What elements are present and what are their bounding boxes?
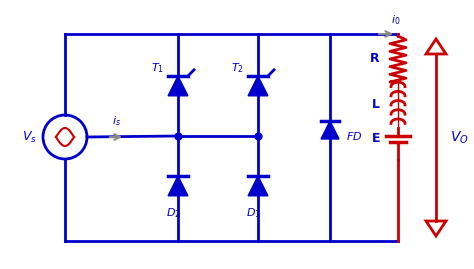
Text: $V_O$: $V_O$ [450,129,469,146]
Polygon shape [248,76,268,96]
Polygon shape [168,176,188,196]
Text: $i_0$: $i_0$ [391,13,401,27]
Text: $T_2$: $T_2$ [231,61,244,75]
Text: E: E [372,133,380,146]
Text: $FD$: $FD$ [346,130,363,142]
Text: L: L [372,98,380,111]
Text: $V_s$: $V_s$ [21,129,36,144]
Text: $T_1$: $T_1$ [151,61,164,75]
Text: $i_s$: $i_s$ [111,114,120,128]
Text: $D_1$: $D_1$ [246,206,260,220]
Polygon shape [168,76,188,96]
Polygon shape [248,176,268,196]
Text: R: R [370,52,380,65]
Polygon shape [321,121,339,139]
Text: $D_2$: $D_2$ [165,206,180,220]
